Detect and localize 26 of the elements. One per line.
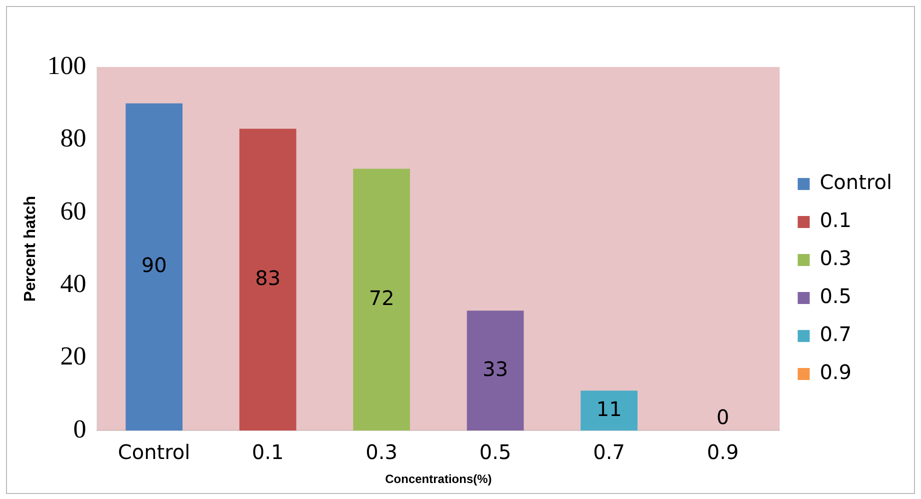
y-tick-label: 100: [47, 50, 86, 80]
legend-label: Control: [820, 170, 892, 194]
legend-label: 0.7: [820, 322, 852, 346]
x-tick-label: 0.9: [706, 440, 739, 464]
x-tick-label: Control: [118, 440, 190, 464]
legend-label: 0.5: [820, 284, 852, 308]
y-tick-label: 80: [60, 124, 86, 153]
data-label: 90: [141, 253, 167, 278]
legend-label: 0.1: [820, 208, 852, 232]
data-label: 83: [255, 266, 281, 290]
x-axis-title: Concentrations(%): [385, 472, 492, 486]
data-label: 72: [368, 286, 394, 310]
x-tick-label: 0.3: [366, 440, 398, 464]
y-axis-title: Percent hatch: [22, 196, 40, 302]
data-label: 0: [716, 404, 730, 429]
legend-label: 0.3: [820, 246, 852, 270]
y-tick-label: 60: [60, 196, 86, 226]
y-tick-label: 20: [60, 342, 86, 371]
x-tick-label: 0.7: [593, 440, 625, 464]
legend-label: 0.9: [820, 360, 852, 384]
x-tick-label: 0.1: [252, 440, 284, 464]
y-tick-label: 40: [60, 268, 86, 298]
data-label: 33: [482, 356, 508, 381]
x-tick-label: 0.5: [479, 440, 512, 464]
data-label: 11: [596, 396, 622, 421]
y-tick-label: 0: [73, 414, 86, 444]
